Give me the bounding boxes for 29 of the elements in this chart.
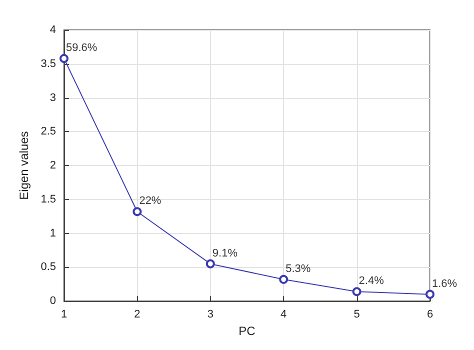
annotation: 1.6% (432, 278, 458, 290)
y-tick-label: 2 (50, 160, 56, 172)
annotation: 5.3% (286, 262, 311, 275)
x-axis-title: PC (238, 324, 256, 338)
point (132, 207, 142, 216)
annotation: 22% (139, 195, 162, 208)
x-tick-label: 2 (134, 308, 140, 321)
x-tick-label: 3 (207, 308, 214, 321)
annotation: 2.4% (358, 275, 384, 288)
x-tick-label: 5 (354, 308, 360, 321)
x-tick-label: 4 (280, 308, 287, 321)
point (206, 259, 215, 268)
y-tick-label: 3 (50, 92, 56, 104)
point (426, 290, 434, 299)
x-tick-label: 6 (426, 308, 434, 321)
point (352, 287, 362, 296)
y-tick-label: 1.5 (40, 193, 56, 206)
point (60, 54, 68, 63)
annotation: 9.1% (212, 247, 238, 260)
point (279, 274, 288, 284)
y-tick-label: 4 (50, 24, 56, 36)
y-tick-label: 0.5 (40, 261, 56, 274)
y-tick-label: 2.5 (40, 126, 56, 138)
annotation: 59.6% (66, 42, 98, 54)
y-tick-label: 0 (50, 295, 56, 308)
x-tick-label: 1 (60, 308, 68, 321)
y-tick-label: 1 (50, 227, 56, 240)
y-axis-title: Eigen values (16, 131, 31, 200)
y-tick-label: 3.5 (40, 58, 56, 70)
